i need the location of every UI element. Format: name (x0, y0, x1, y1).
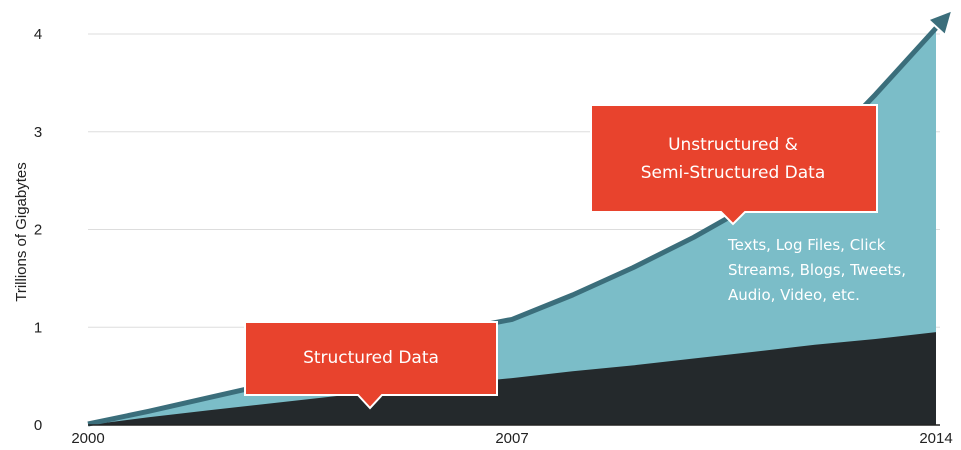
structured-data-callout: Structured Data (244, 321, 498, 410)
unstructured-data-callout: Unstructured & Semi-Structured Data (590, 104, 878, 226)
unstructured-data-box (590, 104, 878, 226)
y-tick-label: 2 (34, 222, 42, 239)
y-tick-labels: 0 1 2 3 4 (34, 26, 42, 434)
unstructured-data-area (88, 29, 936, 425)
y-tick-label: 0 (34, 417, 42, 434)
x-tick-label: 2000 (71, 430, 104, 447)
growth-arrowhead (930, 11, 951, 34)
unstructured-data-label-line2: Semi-Structured Data (641, 163, 826, 183)
y-axis-label: Trillions of Gigabytes (13, 162, 30, 302)
data-areas (87, 11, 951, 427)
structured-data-box (244, 321, 498, 410)
examples-line-1: Texts, Log Files, Click (727, 236, 886, 254)
examples-line-2: Streams, Blogs, Tweets, (728, 261, 906, 279)
examples-line-3: Audio, Video, etc. (728, 286, 860, 304)
structured-data-area (88, 332, 936, 425)
structured-data-label: Structured Data (303, 348, 439, 368)
y-tick-label: 1 (34, 319, 42, 336)
x-tick-labels: 2000 2007 2014 (71, 430, 952, 447)
unstructured-data-label-line1: Unstructured & (668, 135, 798, 155)
unstructured-examples-note: Texts, Log Files, Click Streams, Blogs, … (727, 236, 906, 304)
y-tick-label: 3 (34, 124, 42, 141)
x-tick-label: 2007 (495, 430, 528, 447)
x-tick-label: 2014 (919, 430, 952, 447)
y-tick-label: 4 (34, 26, 42, 43)
